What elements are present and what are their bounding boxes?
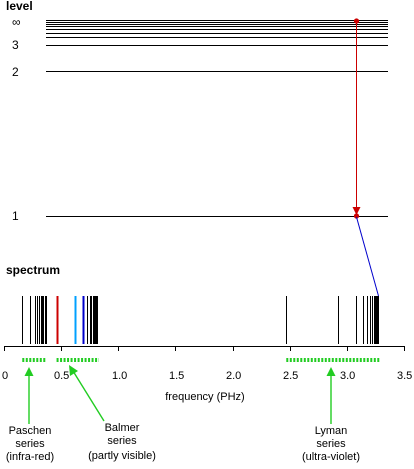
series-label-line: (infra-red) xyxy=(6,451,54,463)
series-label-balmer: Balmer series (partly visible) xyxy=(88,422,156,462)
series-label-paschen: Paschen series (infra-red) xyxy=(6,425,54,463)
axis-tick-label: 3.5 xyxy=(397,370,412,382)
transition-link-line xyxy=(356,216,379,297)
balmer-pointer-head xyxy=(69,365,78,376)
series-label-line: series xyxy=(316,438,346,450)
lyman-pointer-head xyxy=(326,367,336,376)
axis-tick-label: 3.0 xyxy=(340,370,355,382)
level-label-3: 3 xyxy=(12,38,19,52)
series-label-lyman: Lyman series (ultra-violet) xyxy=(302,425,360,463)
series-label-line: Lyman xyxy=(315,425,348,437)
axis-tick-label: 0 xyxy=(2,370,8,382)
balmer-pointer xyxy=(72,370,105,422)
spectrum-heading: spectrum xyxy=(6,263,60,277)
paschen-pointer-head xyxy=(24,367,34,376)
series-label-line: series xyxy=(107,435,137,447)
level-label-infinity: ∞ xyxy=(12,15,21,29)
axis-tick-label: 1.0 xyxy=(112,370,127,382)
axis-tick-label: 2.5 xyxy=(283,370,298,382)
energy-levels xyxy=(46,20,388,217)
axis-title: frequency (PHz) xyxy=(165,391,244,403)
series-label-line: Paschen xyxy=(9,425,52,437)
axis-tick-label: 0.5 xyxy=(54,370,69,382)
series-label-line: (partly visible) xyxy=(88,450,156,462)
level-label-1: 1 xyxy=(12,209,19,223)
level-label-2: 2 xyxy=(12,65,19,79)
axis-tick-marks xyxy=(4,346,405,351)
transition-arrow xyxy=(352,18,379,297)
level-heading: level xyxy=(6,0,33,13)
transition-start-dot xyxy=(353,18,360,24)
axis-tick-label: 2.0 xyxy=(226,370,241,382)
frequency-axis: 0 0.5 1.0 1.5 2.0 2.5 3.0 3.5 frequency … xyxy=(2,346,412,403)
axis-tick-label: 1.5 xyxy=(169,370,184,382)
transition-end-dot xyxy=(353,213,360,219)
series-label-line: Balmer xyxy=(105,422,140,434)
series-label-line: (ultra-violet) xyxy=(302,451,360,463)
series-pointers xyxy=(24,365,336,424)
series-label-line: series xyxy=(15,438,45,450)
spectrum-lines xyxy=(22,296,379,344)
